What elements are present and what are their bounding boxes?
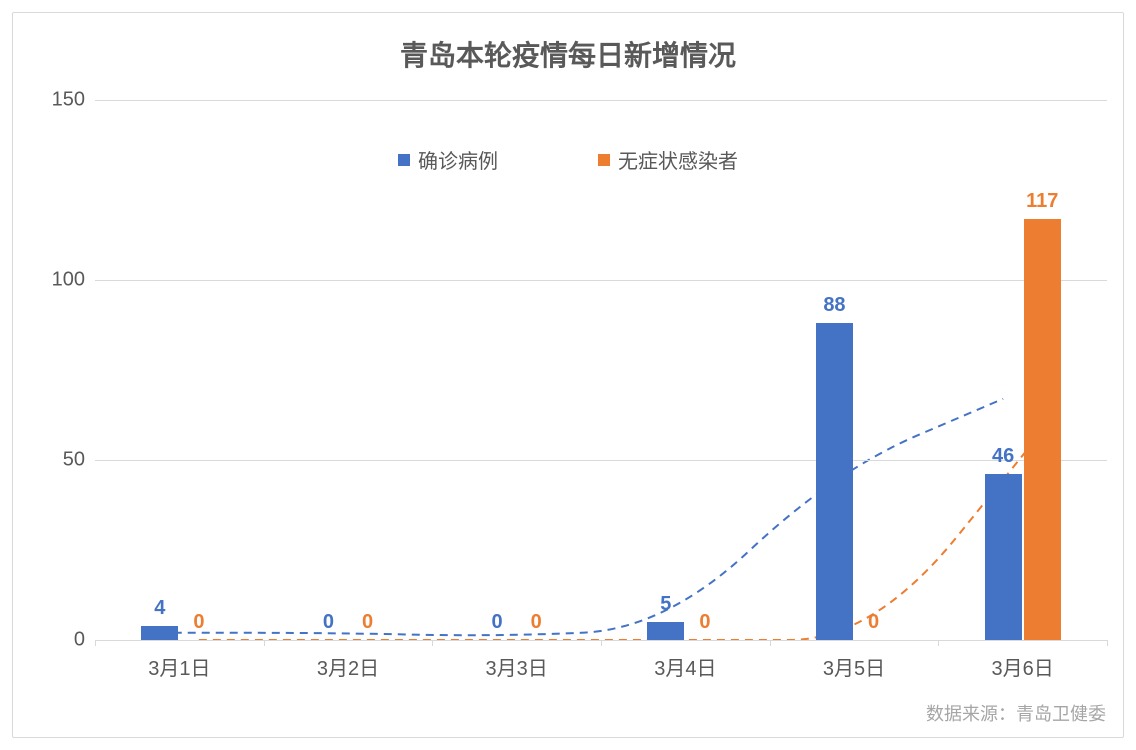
ytick-label: 50 bbox=[63, 449, 95, 472]
xtick-mark bbox=[264, 640, 265, 646]
ytick-label: 0 bbox=[74, 629, 95, 652]
bar bbox=[141, 626, 178, 640]
xtick-mark bbox=[770, 640, 771, 646]
bar-data-label: 0 bbox=[531, 611, 542, 634]
bar-data-label: 0 bbox=[699, 611, 710, 634]
xtick-label: 3月3日 bbox=[486, 640, 548, 681]
xtick-label: 3月2日 bbox=[317, 640, 379, 681]
bar-data-label: 0 bbox=[362, 611, 373, 634]
bar-data-label: 0 bbox=[492, 611, 503, 634]
xtick-mark bbox=[1107, 640, 1108, 646]
bar bbox=[1024, 219, 1061, 640]
bar-data-label: 5 bbox=[660, 593, 671, 616]
plot-area: 0501001503月1日403月2日003月3日003月4日503月5日880… bbox=[95, 100, 1107, 640]
xtick-mark bbox=[601, 640, 602, 646]
bar bbox=[647, 622, 684, 640]
chart-title: 青岛本轮疫情每日新增情况 bbox=[0, 34, 1136, 74]
bar-data-label: 88 bbox=[823, 294, 845, 317]
gridline bbox=[95, 460, 1107, 461]
bar-data-label: 46 bbox=[992, 445, 1014, 468]
trend-line bbox=[160, 399, 1003, 635]
trend-line bbox=[199, 431, 1042, 640]
xtick-label: 3月6日 bbox=[992, 640, 1054, 681]
bar-data-label: 0 bbox=[193, 611, 204, 634]
trend-lines bbox=[95, 100, 1107, 640]
ytick-label: 150 bbox=[52, 89, 95, 112]
bar-data-label: 117 bbox=[1026, 190, 1058, 213]
xtick-label: 3月4日 bbox=[654, 640, 716, 681]
ytick-label: 100 bbox=[52, 269, 95, 292]
bar bbox=[816, 323, 853, 640]
xtick-mark bbox=[938, 640, 939, 646]
gridline bbox=[95, 280, 1107, 281]
data-source: 数据来源：青岛卫健委 bbox=[926, 700, 1106, 726]
bar-data-label: 0 bbox=[868, 611, 879, 634]
bar bbox=[985, 474, 1022, 640]
xtick-mark bbox=[432, 640, 433, 646]
bar-data-label: 0 bbox=[323, 611, 334, 634]
xtick-mark bbox=[95, 640, 96, 646]
bar-data-label: 4 bbox=[154, 597, 165, 620]
xtick-label: 3月1日 bbox=[148, 640, 210, 681]
gridline bbox=[95, 100, 1107, 101]
xtick-label: 3月5日 bbox=[823, 640, 885, 681]
